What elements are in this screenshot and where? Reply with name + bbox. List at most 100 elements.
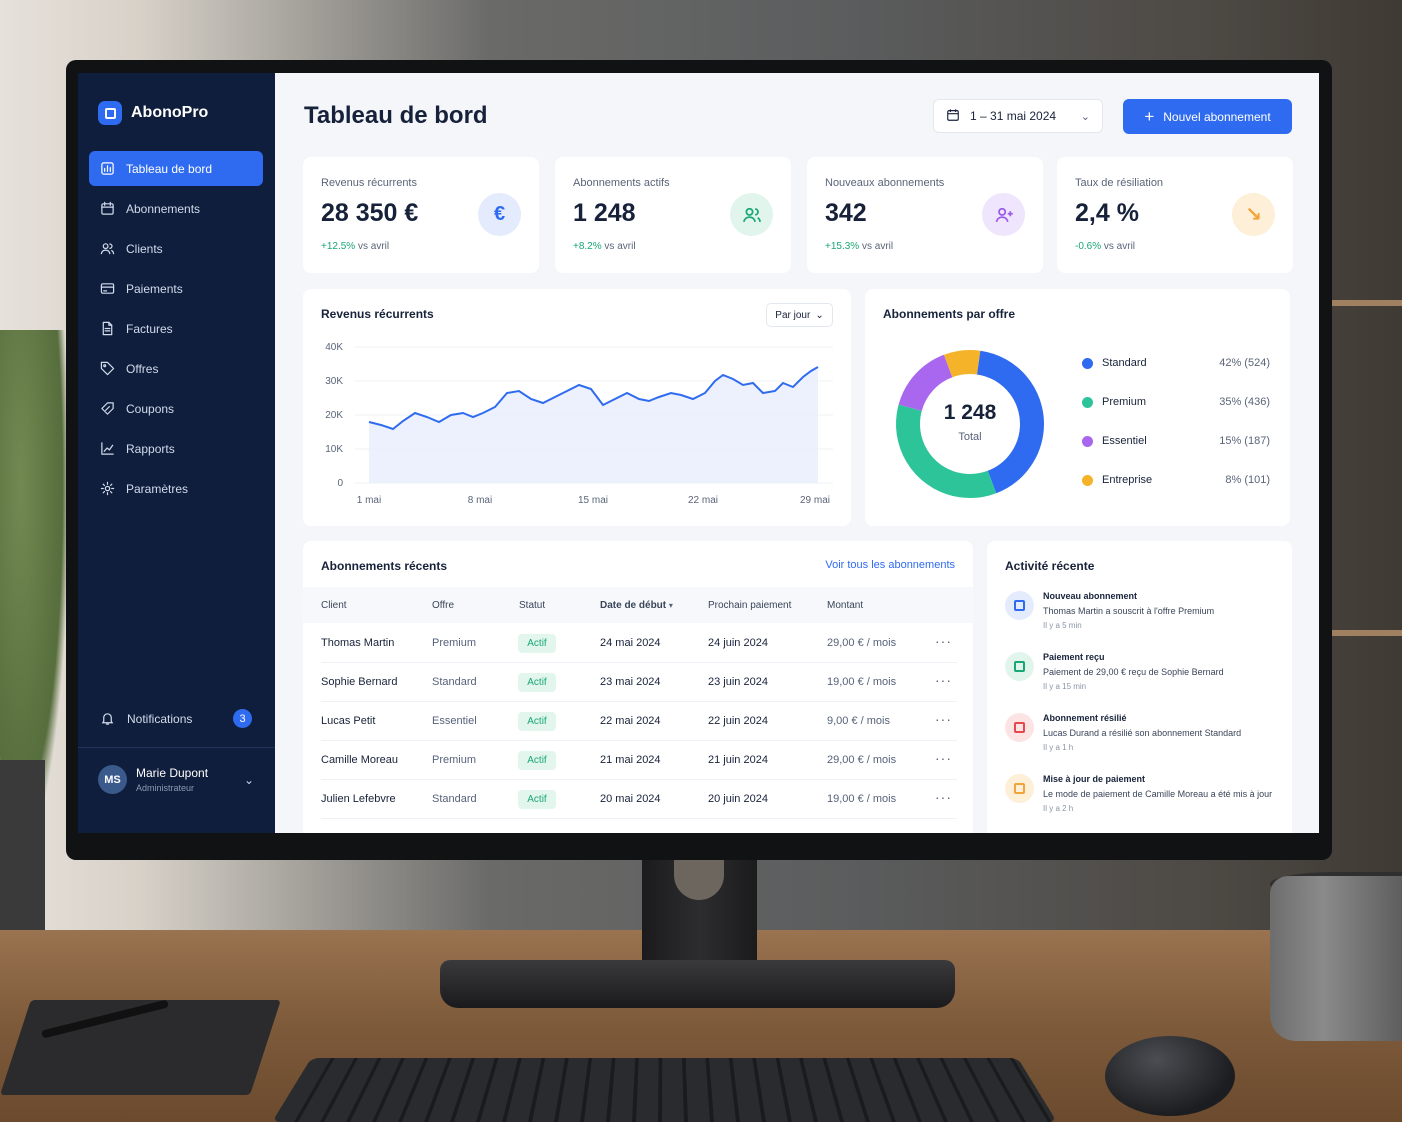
cell-amount: 9,00 € / mois — [827, 715, 890, 727]
cell-offer: Premium — [432, 637, 477, 649]
bell-icon — [100, 711, 115, 726]
user-menu[interactable]: MS Marie Dupont Administrateur ⌄ — [98, 765, 254, 794]
kpi-delta-suffix: vs avril — [861, 241, 894, 252]
sidebar-item-label: Clients — [126, 241, 163, 256]
sidebar-item-coupons[interactable]: Coupons — [89, 391, 263, 426]
activity-time: Il y a 1 h — [1043, 743, 1074, 752]
sidebar-item-label: Tableau de bord — [126, 161, 213, 176]
kpi-delta: +12.5% vs avril — [321, 241, 389, 252]
more-options-icon[interactable]: ··· — [935, 789, 952, 805]
kpi-value: 342 — [825, 199, 867, 227]
sidebar-item-label: Coupons — [126, 401, 175, 416]
cell-start-date: 24 mai 2024 — [600, 637, 661, 649]
cell-offer: Standard — [432, 793, 477, 805]
y-tick-label: 0 — [337, 478, 343, 489]
date-range-value: 1 – 31 mai 2024 — [970, 109, 1057, 123]
sidebar-item-tableau-de-bord[interactable]: Tableau de bord — [89, 151, 263, 186]
y-tick-label: 30K — [325, 376, 343, 387]
monitor-stand-hole — [674, 860, 724, 900]
user-name: Marie Dupont — [136, 766, 209, 780]
recent-activity-card: Activité récente Nouveau abonnement Thom… — [987, 541, 1292, 833]
brand[interactable]: AbonoPro — [98, 101, 208, 125]
sidebar-item-paiements[interactable]: Paiements — [89, 271, 263, 306]
sidebar-item-offres[interactable]: Offres — [89, 351, 263, 386]
table-row[interactable]: Sophie Bernard Standard Actif 23 mai 202… — [321, 663, 957, 702]
sidebar-item-factures[interactable]: Factures — [89, 311, 263, 346]
kpi-delta-value: -0.6% — [1075, 241, 1102, 252]
payment-icon — [1005, 652, 1034, 681]
more-options-icon[interactable]: ··· — [935, 750, 952, 766]
activity-description: Le mode de paiement de Camille Moreau a … — [1043, 789, 1273, 799]
new-subscription-button[interactable]: + Nouvel abonnement — [1123, 99, 1292, 134]
kpi-delta-value: +15.3% — [825, 241, 860, 252]
cell-start-date: 20 mai 2024 — [600, 793, 661, 805]
kpi-label: Nouveaux abonnements — [825, 177, 945, 189]
donut-segment-premium[interactable] — [896, 350, 1044, 498]
gear-icon — [100, 481, 115, 496]
donut-segment-entreprise[interactable] — [896, 350, 1044, 498]
legend-name: Premium — [1102, 396, 1147, 408]
sidebar-item-parametres[interactable]: Paramètres — [89, 471, 263, 506]
period-select[interactable]: Par jour ⌄ — [766, 303, 833, 327]
table-row[interactable]: Camille Moreau Premium Actif 21 mai 2024… — [321, 741, 957, 780]
mug — [1270, 876, 1402, 1041]
legend-item: Entreprise 8% (101) — [1082, 474, 1270, 486]
more-options-icon[interactable]: ··· — [935, 633, 952, 649]
tag-icon — [100, 361, 115, 376]
page-title: Tableau de bord — [304, 102, 488, 129]
user-plus-icon — [982, 193, 1025, 236]
chevron-down-icon: ⌄ — [815, 309, 824, 321]
table-row[interactable]: Julien Lefebvre Standard Actif 20 mai 20… — [321, 780, 957, 819]
more-options-icon[interactable]: ··· — [935, 672, 952, 688]
column-header: Statut — [519, 600, 545, 611]
sidebar-item-clients[interactable]: Clients — [89, 231, 263, 266]
revenue-chart-card: Revenus récurrents Par jour ⌄ 40K 30K 20K 1… — [303, 289, 851, 526]
sidebar-item-rapports[interactable]: Rapports — [89, 431, 263, 466]
activity-title: Abonnement résilié — [1043, 713, 1127, 723]
more-options-icon[interactable]: ··· — [935, 711, 952, 727]
chevron-down-icon[interactable]: ⌄ — [243, 772, 254, 787]
column-header-label: Statut — [519, 600, 546, 611]
view-all-link[interactable]: Voir tous les abonnements — [825, 559, 955, 571]
sidebar-item-label: Factures — [126, 321, 173, 336]
date-range-picker[interactable]: 1 – 31 mai 2024 ⌄ — [933, 99, 1103, 133]
kpi-delta-suffix: vs avril — [357, 241, 390, 252]
cell-amount: 19,00 € / mois — [827, 676, 897, 688]
column-header[interactable]: Date de début ▾ — [600, 600, 673, 611]
table-row[interactable]: Thomas Martin Premium Actif 24 mai 2024 … — [321, 624, 957, 663]
brand-name: AbonoPro — [131, 104, 209, 121]
legend-name: Essentiel — [1102, 435, 1147, 447]
cell-next-payment: 21 juin 2024 — [708, 754, 768, 766]
trend-down-icon: ↘ — [1232, 193, 1275, 236]
shelf — [1302, 630, 1402, 636]
sidebar-item-abonnements[interactable]: Abonnements — [89, 191, 263, 226]
kpi-card: Revenus récurrents 28 350 € +12.5% vs av… — [303, 157, 539, 273]
activity-time: Il y a 5 min — [1043, 621, 1082, 630]
legend-value: 15% (187) — [1219, 435, 1270, 447]
revenue-line-chart: 40K 30K 20K 10K 0 1 mai 8 mai 15 mai 22 mai 29 ma… — [325, 342, 833, 506]
keyboard — [272, 1058, 1057, 1122]
card-icon — [100, 281, 115, 296]
sidebar-nav: Tableau de bord Abonnements Clients Paie… — [89, 151, 263, 511]
table-row[interactable]: Lucas Petit Essentiel Actif 22 mai 2024 … — [321, 702, 957, 741]
legend-dot — [1082, 357, 1093, 369]
activity-time: Il y a 2 h — [1043, 804, 1074, 813]
revenue-line — [368, 366, 819, 431]
cell-next-payment: 20 juin 2024 — [708, 793, 768, 805]
legend-item: Premium 35% (436) — [1082, 396, 1270, 408]
y-tick-label: 10K — [325, 444, 343, 455]
activity-description: Thomas Martin a souscrit à l'offre Premi… — [1043, 606, 1215, 616]
sidebar-item-label: Paramètres — [126, 481, 189, 496]
sort-icon[interactable]: ▾ — [668, 601, 673, 610]
kpi-value: 1 248 — [573, 199, 636, 227]
y-tick-label: 20K — [325, 410, 343, 421]
notifications-count-badge: 3 — [233, 709, 252, 728]
notifications-label: Notifications — [127, 711, 193, 726]
chevron-down-icon: ⌄ — [1080, 110, 1090, 123]
avatar: MS — [98, 765, 127, 794]
column-header: Client — [321, 600, 347, 611]
kpi-value: 28 350 € — [321, 199, 419, 227]
notifications-button[interactable]: Notifications 3 — [100, 709, 252, 728]
coupon-icon — [100, 401, 115, 416]
x-tick-label: 15 mai — [578, 495, 608, 506]
